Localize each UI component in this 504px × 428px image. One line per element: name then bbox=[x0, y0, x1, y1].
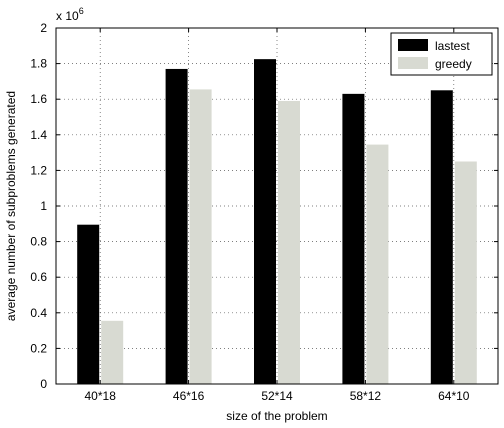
scale-exponent: 6 bbox=[79, 6, 84, 16]
x-axis-label: size of the problem bbox=[226, 409, 327, 423]
bar-greedy-52*14 bbox=[278, 100, 300, 384]
x-tick-label: 46*16 bbox=[173, 389, 205, 403]
legend-swatch-greedy bbox=[398, 57, 428, 69]
x-axis-ticks: 40*18 46*16 52*14 58*12 64*10 bbox=[85, 28, 470, 403]
y-tick-label: 0.8 bbox=[30, 235, 47, 249]
y-axis-scale-multiplier: x 106 bbox=[56, 6, 84, 23]
y-axis-label: average number of subproblems generated bbox=[4, 91, 18, 321]
grid-lines bbox=[56, 28, 498, 384]
bar-lastest-40*18 bbox=[77, 224, 100, 384]
y-tick-label: 1.6 bbox=[30, 92, 47, 106]
y-tick-label: 0.6 bbox=[30, 270, 47, 284]
y-tick-label: 1.8 bbox=[30, 57, 47, 71]
legend-swatch-lastest bbox=[398, 39, 428, 51]
bar-lastest-58*12 bbox=[342, 93, 365, 385]
y-tick-label: 0.4 bbox=[30, 306, 47, 320]
y-axis-ticks: 0 0.2 0.4 0.6 0.8 1 1.2 1.4 1.6 1.8 2 bbox=[30, 21, 498, 391]
y-tick-label: 1.4 bbox=[30, 128, 47, 142]
bar-greedy-64*10 bbox=[454, 161, 477, 384]
y-tick-label: 0 bbox=[40, 377, 47, 391]
scale-base: x 10 bbox=[56, 9, 79, 23]
bar-greedy-40*18 bbox=[101, 320, 124, 384]
y-tick-label: 1 bbox=[40, 199, 47, 213]
bar-lastest-52*14 bbox=[254, 59, 276, 385]
x-tick-label: 52*14 bbox=[261, 389, 293, 403]
legend-label-lastest: lastest bbox=[435, 39, 470, 53]
x-tick-label: 58*12 bbox=[350, 389, 382, 403]
bars bbox=[77, 59, 477, 385]
x-tick-label: 40*18 bbox=[85, 389, 117, 403]
y-tick-label: 2 bbox=[40, 21, 47, 35]
y-tick-label: 0.2 bbox=[30, 341, 47, 355]
y-tick-label: 1.2 bbox=[30, 163, 47, 177]
bar-greedy-46*16 bbox=[189, 89, 212, 384]
bar-greedy-58*12 bbox=[366, 144, 389, 384]
bar-lastest-64*10 bbox=[430, 90, 453, 385]
legend-label-greedy: greedy bbox=[435, 57, 472, 71]
bar-lastest-46*16 bbox=[165, 68, 188, 384]
legend: lastest greedy bbox=[390, 32, 493, 76]
x-tick-label: 64*10 bbox=[438, 389, 470, 403]
